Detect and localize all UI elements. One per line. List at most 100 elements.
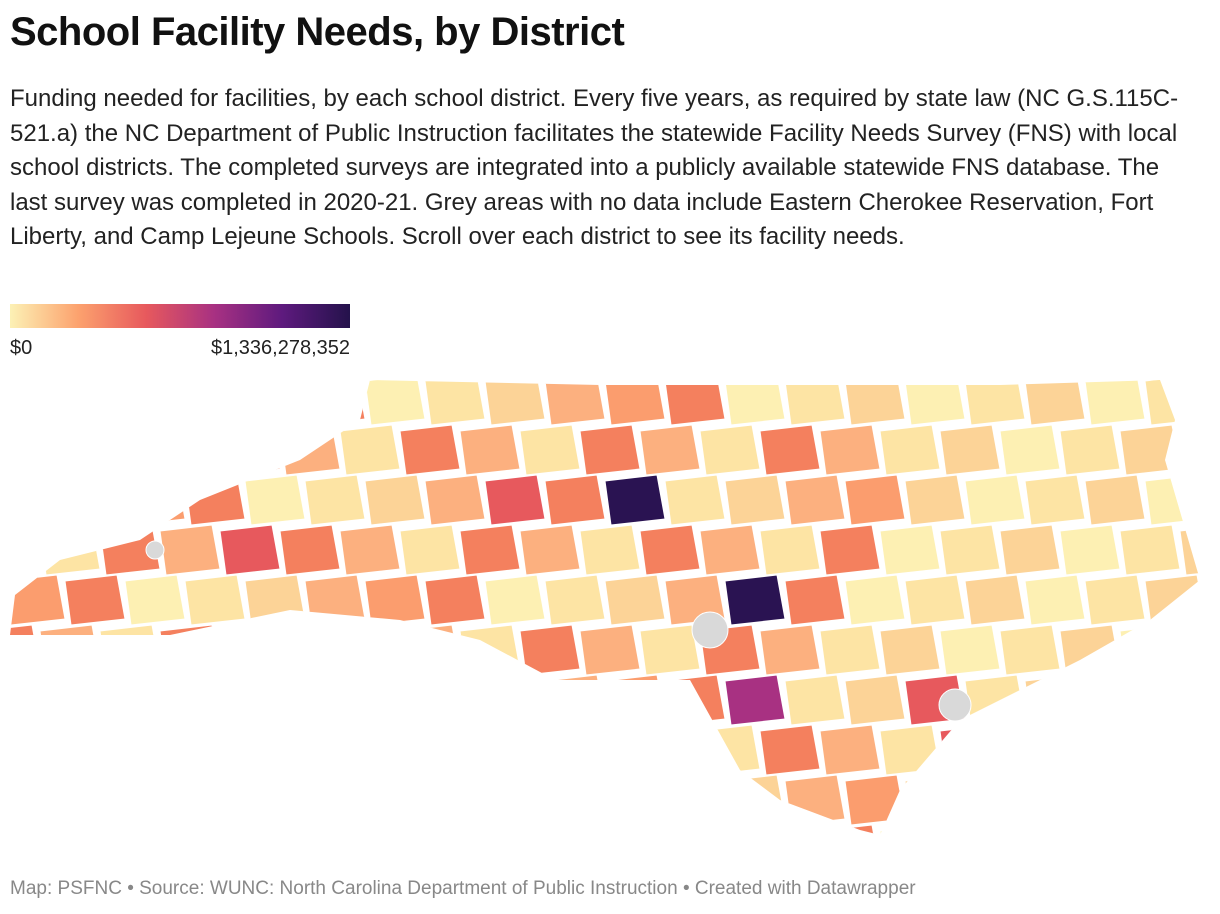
district — [639, 824, 701, 835]
district — [1084, 380, 1146, 426]
district — [124, 380, 186, 426]
district — [1205, 575, 1220, 625]
district — [1024, 774, 1086, 826]
district — [364, 380, 426, 426]
district — [219, 524, 281, 576]
district — [10, 524, 41, 576]
district — [1084, 574, 1146, 626]
footer: Map: PSFNC • Source: WUNC: North Carolin… — [10, 878, 916, 899]
district — [664, 474, 726, 526]
district — [1144, 674, 1200, 726]
district — [10, 380, 66, 426]
no-data-area — [691, 611, 729, 649]
district — [219, 724, 281, 776]
district — [964, 380, 1026, 426]
district — [10, 824, 41, 835]
district — [639, 724, 701, 776]
district — [579, 524, 641, 576]
district — [219, 824, 281, 835]
district — [244, 380, 306, 426]
district — [664, 674, 726, 726]
district — [1059, 724, 1121, 776]
district — [939, 824, 1001, 835]
district — [1119, 624, 1181, 676]
district — [639, 524, 701, 576]
district — [424, 674, 486, 726]
district — [484, 774, 546, 826]
district — [364, 474, 426, 526]
district — [399, 524, 461, 576]
district — [519, 424, 581, 476]
district — [879, 624, 941, 676]
district — [219, 424, 281, 476]
district — [184, 774, 246, 826]
district — [1205, 475, 1220, 525]
district — [699, 724, 761, 776]
district — [99, 724, 161, 776]
district — [399, 424, 461, 476]
district — [964, 474, 1026, 526]
district — [519, 524, 581, 576]
district — [1024, 674, 1086, 726]
district — [39, 824, 101, 835]
district — [784, 674, 846, 726]
district — [364, 674, 426, 726]
district — [399, 624, 461, 676]
district — [10, 424, 41, 476]
district — [724, 474, 786, 526]
district — [1144, 574, 1200, 626]
district — [99, 424, 161, 476]
district — [519, 724, 581, 776]
district — [724, 674, 786, 726]
district — [964, 574, 1026, 626]
district — [399, 824, 461, 835]
district — [759, 624, 821, 676]
district — [124, 574, 186, 626]
district — [604, 674, 666, 726]
district — [999, 724, 1061, 776]
district — [39, 524, 101, 576]
district — [1119, 724, 1181, 776]
district — [10, 474, 66, 526]
district — [159, 624, 221, 676]
legend-label: $0 — [10, 337, 32, 359]
district — [459, 624, 521, 676]
district — [64, 574, 126, 626]
district — [1179, 624, 1200, 676]
district — [999, 424, 1061, 476]
district — [124, 774, 186, 826]
district — [459, 424, 521, 476]
district — [244, 574, 306, 626]
district — [304, 574, 366, 626]
district — [424, 380, 486, 426]
title: School Facility Needs, by District — [10, 10, 625, 54]
district — [279, 624, 341, 676]
district — [39, 624, 101, 676]
district — [664, 380, 726, 426]
district — [459, 824, 521, 835]
district — [664, 774, 726, 826]
district — [699, 824, 761, 835]
district — [1059, 524, 1121, 576]
district — [759, 524, 821, 576]
district — [124, 474, 186, 526]
district — [459, 724, 521, 776]
district — [724, 774, 786, 826]
district — [579, 424, 641, 476]
district — [1144, 380, 1200, 426]
no-data-area — [938, 688, 972, 722]
district — [519, 824, 581, 835]
district — [544, 674, 606, 726]
district — [1205, 375, 1220, 425]
district — [424, 474, 486, 526]
district — [219, 624, 281, 676]
district — [184, 474, 246, 526]
district — [1144, 774, 1200, 826]
district — [784, 380, 846, 426]
district — [544, 474, 606, 526]
district — [279, 524, 341, 576]
district — [244, 674, 306, 726]
district — [544, 774, 606, 826]
district — [699, 424, 761, 476]
